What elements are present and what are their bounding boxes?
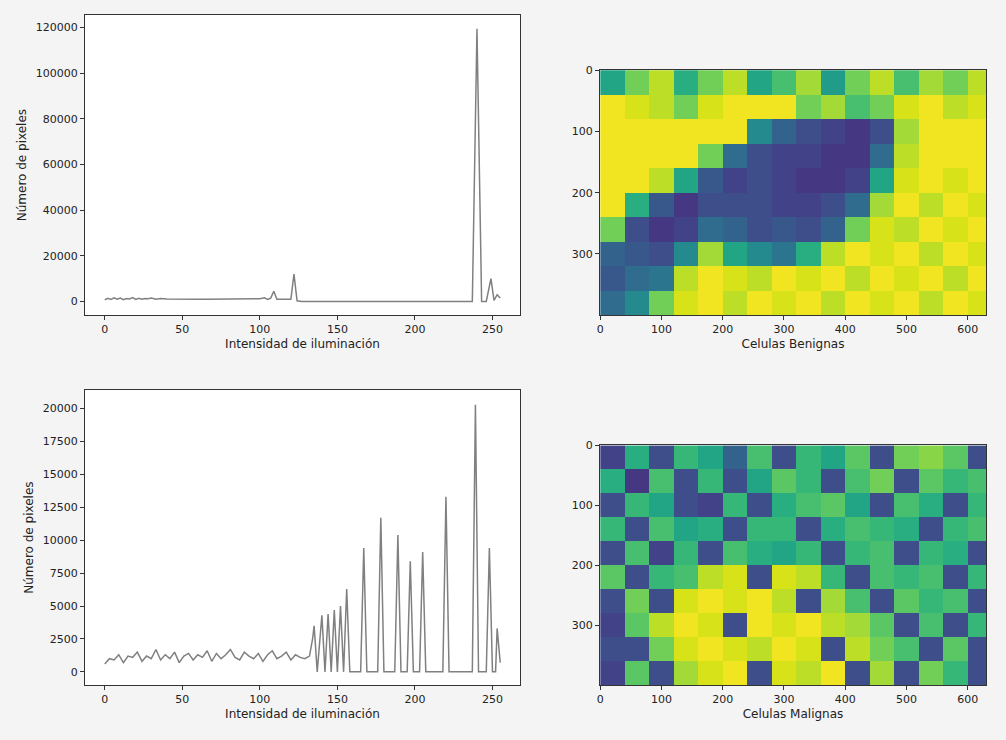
- svg-text:250: 250: [482, 693, 503, 706]
- svg-text:0: 0: [101, 693, 108, 706]
- svg-text:50: 50: [175, 323, 189, 336]
- svg-text:100: 100: [651, 693, 672, 706]
- svg-text:0: 0: [597, 693, 604, 706]
- svg-text:200: 200: [404, 323, 425, 336]
- svg-text:600: 600: [957, 323, 978, 336]
- svg-text:300: 300: [572, 619, 593, 632]
- svg-text:60000: 60000: [43, 158, 78, 171]
- svg-text:50: 50: [175, 693, 189, 706]
- svg-text:12500: 12500: [43, 501, 78, 514]
- svg-text:Número de pixeles: Número de pixeles: [15, 109, 29, 221]
- svg-text:200: 200: [572, 187, 593, 200]
- svg-text:150: 150: [327, 323, 348, 336]
- svg-text:0: 0: [71, 295, 78, 308]
- svg-text:250: 250: [482, 323, 503, 336]
- svg-text:Celulas Malignas: Celulas Malignas: [743, 707, 844, 721]
- svg-text:0: 0: [586, 439, 593, 452]
- svg-text:100000: 100000: [36, 67, 78, 80]
- svg-text:80000: 80000: [43, 113, 78, 126]
- svg-text:300: 300: [773, 693, 794, 706]
- svg-text:400: 400: [835, 693, 856, 706]
- svg-text:40000: 40000: [43, 204, 78, 217]
- svg-text:Número de pixeles: Número de pixeles: [22, 481, 36, 593]
- svg-text:600: 600: [957, 693, 978, 706]
- svg-text:2500: 2500: [50, 633, 78, 646]
- svg-text:150: 150: [327, 693, 348, 706]
- svg-text:200: 200: [404, 693, 425, 706]
- svg-text:100: 100: [651, 323, 672, 336]
- svg-text:100: 100: [249, 323, 270, 336]
- svg-text:400: 400: [835, 323, 856, 336]
- svg-text:Celulas Benignas: Celulas Benignas: [742, 337, 845, 351]
- svg-text:500: 500: [896, 323, 917, 336]
- svg-text:Intensidad de iluminación: Intensidad de iluminación: [225, 707, 380, 721]
- svg-text:120000: 120000: [36, 21, 78, 34]
- svg-text:Intensidad de iluminación: Intensidad de iluminación: [225, 337, 380, 351]
- svg-text:17500: 17500: [43, 435, 78, 448]
- svg-text:10000: 10000: [43, 534, 78, 547]
- svg-text:0: 0: [101, 323, 108, 336]
- svg-text:200: 200: [712, 323, 733, 336]
- svg-text:200: 200: [572, 559, 593, 572]
- svg-text:100: 100: [572, 125, 593, 138]
- svg-text:20000: 20000: [43, 402, 78, 415]
- svg-text:7500: 7500: [50, 567, 78, 580]
- svg-text:500: 500: [896, 693, 917, 706]
- svg-text:100: 100: [249, 693, 270, 706]
- svg-text:200: 200: [712, 693, 733, 706]
- svg-text:15000: 15000: [43, 468, 78, 481]
- svg-text:0: 0: [71, 666, 78, 679]
- svg-text:20000: 20000: [43, 250, 78, 263]
- svg-text:0: 0: [597, 323, 604, 336]
- svg-text:300: 300: [773, 323, 794, 336]
- svg-text:5000: 5000: [50, 600, 78, 613]
- svg-text:0: 0: [586, 64, 593, 77]
- svg-text:300: 300: [572, 248, 593, 261]
- svg-text:100: 100: [572, 499, 593, 512]
